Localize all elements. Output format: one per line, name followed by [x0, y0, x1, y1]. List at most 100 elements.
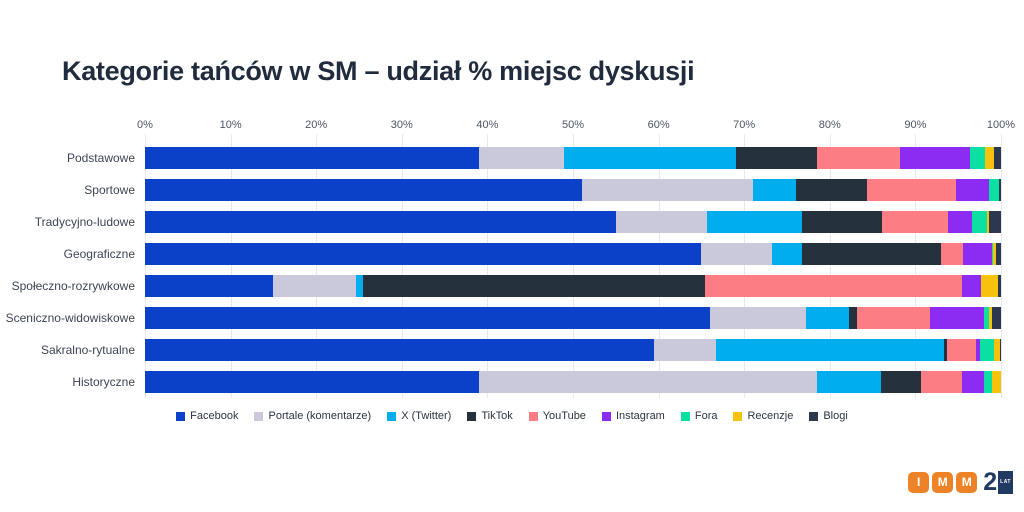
x-tick-label-0%: 0% — [137, 119, 153, 131]
bar-row — [145, 371, 1001, 393]
bar-segment — [581, 179, 753, 201]
x-tick-label-30%: 30% — [390, 119, 413, 131]
bar-segment — [970, 147, 985, 169]
gridline-100% — [1001, 134, 1002, 398]
bar-segment — [991, 307, 1001, 329]
bar-segment — [991, 371, 1001, 393]
bar-segment — [654, 339, 716, 361]
bar-segment — [478, 371, 817, 393]
legend-label: Blogi — [823, 410, 848, 422]
bar-segment — [735, 147, 817, 169]
legend-item: Fora — [680, 410, 718, 422]
gridline-10% — [230, 134, 232, 398]
category-label: Tradycyjno-ludowe — [34, 215, 135, 229]
gridline-90% — [915, 134, 917, 398]
category-label: Sceniczno-widowiskowe — [5, 311, 135, 325]
legend-swatch-icon — [601, 411, 611, 421]
x-tick-label-20%: 20% — [305, 119, 328, 131]
bar-segment — [145, 147, 479, 169]
bar-segment — [943, 339, 948, 361]
bar-row — [145, 211, 1001, 233]
gridline-70% — [744, 134, 746, 398]
bar-segment — [980, 339, 995, 361]
legend-item: TikTok — [467, 410, 513, 422]
bar-segment — [615, 211, 708, 233]
logo-tile-i: I — [908, 471, 930, 493]
x-tick-label-90%: 90% — [904, 119, 927, 131]
bar-segment — [976, 339, 981, 361]
bar-segment — [881, 211, 948, 233]
bar-segment — [988, 307, 992, 329]
legend-label: YouTube — [542, 410, 586, 422]
bar-segment — [802, 211, 882, 233]
bar-row — [145, 307, 1001, 329]
bar-segment — [857, 307, 930, 329]
bar-segment — [752, 179, 796, 201]
legend-item: Instagram — [601, 410, 665, 422]
bar-segment — [805, 307, 849, 329]
gridline-60% — [658, 134, 660, 398]
bar-row — [145, 243, 1001, 265]
category-label: Geograficzne — [63, 247, 135, 261]
gridline-20% — [316, 134, 318, 398]
gridline-80% — [829, 134, 831, 398]
bar-segment — [995, 243, 1001, 265]
x-tick-label-70%: 70% — [733, 119, 756, 131]
bar-segment — [983, 371, 992, 393]
legend-label: Recenzje — [747, 410, 794, 422]
bar-segment — [962, 371, 984, 393]
legend-label: Fora — [694, 410, 718, 422]
legend-label: Instagram — [615, 410, 665, 422]
legend-swatch-icon — [387, 411, 397, 421]
bar-segment — [801, 243, 942, 265]
x-tick-label-10%: 10% — [219, 119, 242, 131]
bar-segment — [848, 307, 858, 329]
bar-segment — [947, 211, 972, 233]
bar-segment — [988, 211, 1001, 233]
legend-label: Portale (komentarze) — [268, 410, 372, 422]
category-label: Historyczne — [72, 375, 135, 389]
page-title: Kategorie tańców w SM – udział % miejsc … — [62, 56, 695, 86]
legend-swatch-icon — [467, 411, 477, 421]
legend-item: X (Twitter) — [387, 410, 451, 422]
bar-segment — [273, 275, 356, 297]
bar-row — [145, 275, 1001, 297]
bar-segment — [145, 211, 616, 233]
legend-label: X (Twitter) — [401, 410, 452, 422]
x-tick-label-40%: 40% — [476, 119, 499, 131]
legend-swatch-icon — [809, 411, 819, 421]
bar-segment — [701, 243, 772, 265]
bar-segment — [363, 275, 705, 297]
imm-logo: I M M 25 LAT — [908, 467, 1013, 496]
category-label: Społeczno-rozrywkowe — [11, 279, 135, 293]
category-label: Podstawowe — [66, 151, 135, 165]
logo-years: 25 LAT — [983, 467, 1013, 496]
bar-segment — [816, 147, 900, 169]
legend-swatch-icon — [528, 411, 538, 421]
bar-segment — [997, 275, 1001, 297]
bar-segment — [881, 371, 921, 393]
bar-segment — [355, 275, 364, 297]
legend-swatch-icon — [176, 411, 186, 421]
bar-segment — [564, 147, 736, 169]
legend-label: Facebook — [190, 410, 239, 422]
legend-item: Facebook — [176, 410, 238, 422]
bar-segment — [983, 307, 989, 329]
bar-segment — [771, 243, 802, 265]
gridline-50% — [573, 134, 574, 398]
gridline-30% — [401, 134, 403, 398]
bar-segment — [961, 275, 982, 297]
bar-segment — [994, 339, 1001, 361]
bar-segment — [145, 371, 479, 393]
bar-segment — [867, 179, 956, 201]
bar-segment — [715, 339, 944, 361]
x-tick-label-60%: 60% — [647, 119, 670, 131]
bar-segment — [920, 371, 963, 393]
chart-legend: Facebook Portale (komentarze) X (Twitter) T… — [0, 410, 1024, 422]
bar-segment — [145, 339, 655, 361]
bar-segment — [707, 211, 803, 233]
gridline-0% — [145, 134, 146, 398]
x-tick-label-80%: 80% — [818, 119, 841, 131]
bar-segment — [704, 275, 962, 297]
